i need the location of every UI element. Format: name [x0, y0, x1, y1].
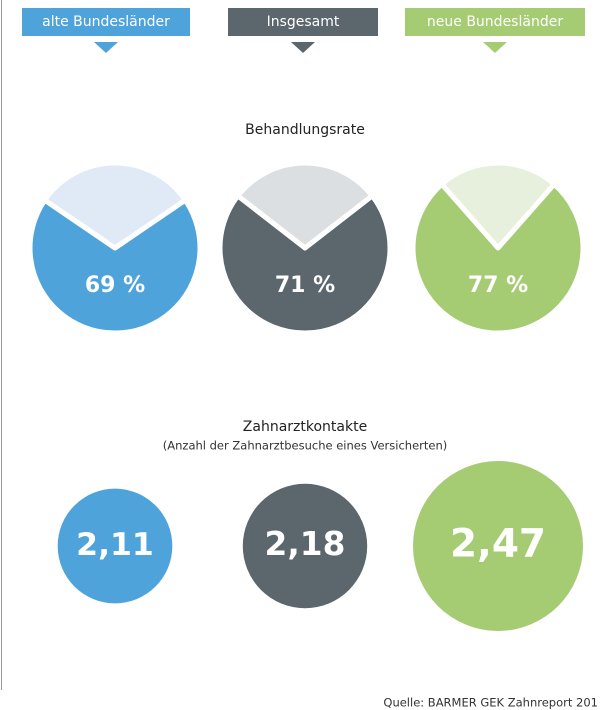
legend-tab: [228, 8, 378, 36]
bubble-title: Zahnarztkontakte: [243, 419, 367, 435]
pie-slice: [217, 193, 393, 336]
pie-rest: [42, 160, 188, 251]
pie-rest: [235, 160, 375, 251]
legend-pointer: [291, 42, 315, 53]
value-label: 77 %: [468, 273, 528, 298]
source: Quelle: BARMER GEK Zahnreport 201: [383, 696, 598, 710]
pie-title: Behandlungsrate: [245, 122, 365, 138]
bubble: [413, 461, 583, 631]
value-label: 2,18: [265, 525, 346, 563]
value-label: 69 %: [85, 273, 145, 298]
legend-label: alte Bundesländer: [42, 14, 170, 30]
bubble: [57, 488, 173, 604]
pie-rest: [439, 160, 557, 251]
legend-label: neue Bundesländer: [427, 14, 563, 30]
value-label: 2,11: [76, 527, 154, 563]
value-label: 71 %: [275, 273, 335, 298]
legend-pointer: [483, 42, 507, 53]
bubble: [242, 483, 368, 609]
legend-pointer: [94, 42, 118, 53]
value-label: 2,47: [450, 522, 546, 567]
pie-slice: [410, 181, 586, 336]
legend-tab: [405, 8, 585, 36]
pie-slice: [27, 197, 203, 336]
legend-tab: [22, 8, 190, 36]
bubble-subtitle: (Anzahl der Zahnarztbesuche eines Versic…: [163, 439, 447, 453]
legend-label: Insgesamt: [267, 14, 340, 30]
